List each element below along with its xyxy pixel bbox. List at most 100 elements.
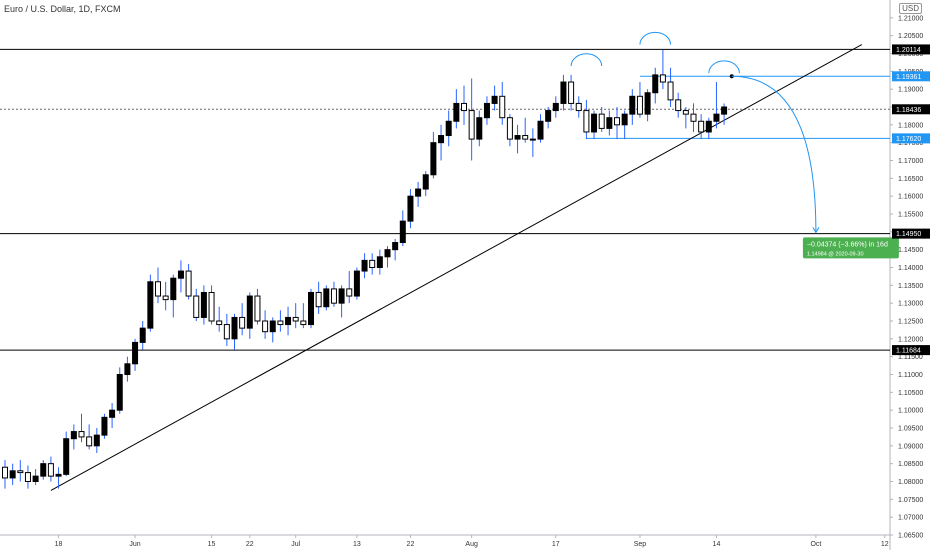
candle-body bbox=[147, 281, 154, 329]
price-badge bbox=[892, 228, 930, 239]
candle-body bbox=[453, 102, 460, 122]
candle-body bbox=[705, 120, 712, 133]
y-tick-label: 1.10500 bbox=[898, 390, 923, 397]
y-tick-label: 1.16500 bbox=[898, 176, 923, 183]
candle-body bbox=[667, 81, 674, 101]
candle-body bbox=[132, 341, 139, 365]
candle-body bbox=[285, 316, 292, 326]
x-tick-label: Sep bbox=[634, 541, 647, 548]
candle-body bbox=[591, 113, 598, 133]
x-tick-label: 22 bbox=[246, 541, 254, 548]
y-tick-label: 1.06500 bbox=[898, 533, 923, 540]
y-tick-label: 1.08500 bbox=[898, 461, 923, 468]
candle-body bbox=[216, 320, 223, 326]
candle-body bbox=[308, 291, 314, 326]
x-tick-label: 14 bbox=[713, 541, 721, 548]
candle-body bbox=[598, 113, 605, 129]
price-badge-label: 1.20114 bbox=[896, 47, 921, 54]
candle-body bbox=[109, 409, 116, 418]
candle-body bbox=[629, 95, 636, 115]
candle-body bbox=[86, 436, 93, 447]
projection-label-change: −0.04374 (−3.66%) in 16d bbox=[807, 241, 888, 248]
candle-body bbox=[506, 117, 513, 140]
currency-badge[interactable]: USD bbox=[899, 3, 922, 14]
candle-body bbox=[636, 95, 643, 115]
candle-body bbox=[124, 363, 131, 375]
candle-body bbox=[476, 117, 483, 140]
candle-body bbox=[193, 295, 200, 318]
x-tick-label: 22 bbox=[407, 541, 415, 548]
candle-body bbox=[223, 324, 230, 340]
candle-body bbox=[315, 291, 322, 308]
candle-body bbox=[491, 95, 498, 104]
y-tick-label: 1.09500 bbox=[898, 426, 923, 433]
x-tick-label: 13 bbox=[353, 541, 361, 548]
candle-body bbox=[231, 316, 238, 340]
candle-body bbox=[445, 120, 452, 137]
y-tick-label: 1.12500 bbox=[898, 319, 923, 326]
candle-body bbox=[101, 416, 108, 436]
candle-body bbox=[47, 463, 54, 477]
candle-body bbox=[621, 113, 628, 126]
x-tick-label: 15 bbox=[208, 541, 216, 548]
candle-body bbox=[568, 81, 575, 104]
candle-body bbox=[713, 113, 720, 122]
candle-body bbox=[407, 195, 414, 222]
candle-body bbox=[392, 242, 399, 251]
y-tick-label: 1.18000 bbox=[898, 122, 923, 129]
price-badge bbox=[892, 104, 930, 115]
y-tick-label: 1.15500 bbox=[898, 212, 923, 219]
candle-body bbox=[522, 135, 529, 140]
candle-body bbox=[552, 102, 559, 112]
candle-body bbox=[468, 110, 475, 140]
price-badge-label: 1.19361 bbox=[896, 74, 921, 81]
candle-body bbox=[24, 472, 31, 483]
candle-body bbox=[93, 434, 100, 447]
candle-body bbox=[269, 320, 276, 333]
y-tick-label: 1.14000 bbox=[898, 265, 923, 272]
candle-body bbox=[514, 135, 521, 140]
candle-body bbox=[239, 316, 246, 329]
projection-label-box bbox=[802, 237, 899, 259]
price-badge bbox=[892, 44, 930, 55]
y-tick-label: 1.21000 bbox=[898, 15, 923, 22]
candle-body bbox=[690, 113, 697, 122]
price-badge-label: 1.11684 bbox=[896, 348, 921, 355]
candle-body bbox=[422, 174, 429, 190]
y-tick-label: 1.12000 bbox=[898, 336, 923, 343]
candle-body bbox=[254, 295, 261, 322]
candle-body bbox=[185, 270, 192, 297]
y-tick-label: 1.20000 bbox=[898, 51, 923, 58]
candle-body bbox=[200, 291, 207, 318]
y-tick-label: 1.13500 bbox=[898, 283, 923, 290]
candle-body bbox=[300, 320, 307, 326]
y-tick-label: 1.16000 bbox=[898, 194, 923, 201]
candle-body bbox=[499, 95, 506, 119]
candle-body bbox=[40, 463, 47, 477]
candle-body bbox=[353, 270, 360, 297]
y-tick-label: 1.07500 bbox=[898, 497, 923, 504]
candle-body bbox=[529, 138, 536, 141]
candle-body bbox=[361, 259, 368, 272]
candle-body bbox=[2, 466, 8, 479]
candle-body bbox=[659, 74, 666, 83]
price-badge bbox=[892, 345, 930, 356]
candle-body bbox=[583, 110, 590, 133]
price-badge-label: 1.14950 bbox=[896, 231, 921, 238]
y-tick-label: 1.11500 bbox=[898, 354, 923, 361]
y-tick-label: 1.19000 bbox=[898, 87, 923, 94]
candle-body bbox=[116, 374, 123, 411]
candle-body bbox=[698, 120, 705, 133]
candle-body bbox=[177, 270, 184, 279]
y-tick-label: 1.10000 bbox=[898, 408, 923, 415]
chart-title: Euro / U.S. Dollar, 1D, FXCM bbox=[4, 4, 121, 14]
candle-body bbox=[262, 320, 269, 333]
y-tick-label: 1.08000 bbox=[898, 479, 923, 486]
candle-body bbox=[415, 188, 422, 197]
projection-arrowhead bbox=[812, 227, 820, 234]
candle-body bbox=[277, 320, 284, 326]
candle-body bbox=[652, 74, 659, 94]
candle-body bbox=[155, 281, 161, 297]
price-badge bbox=[892, 133, 930, 144]
